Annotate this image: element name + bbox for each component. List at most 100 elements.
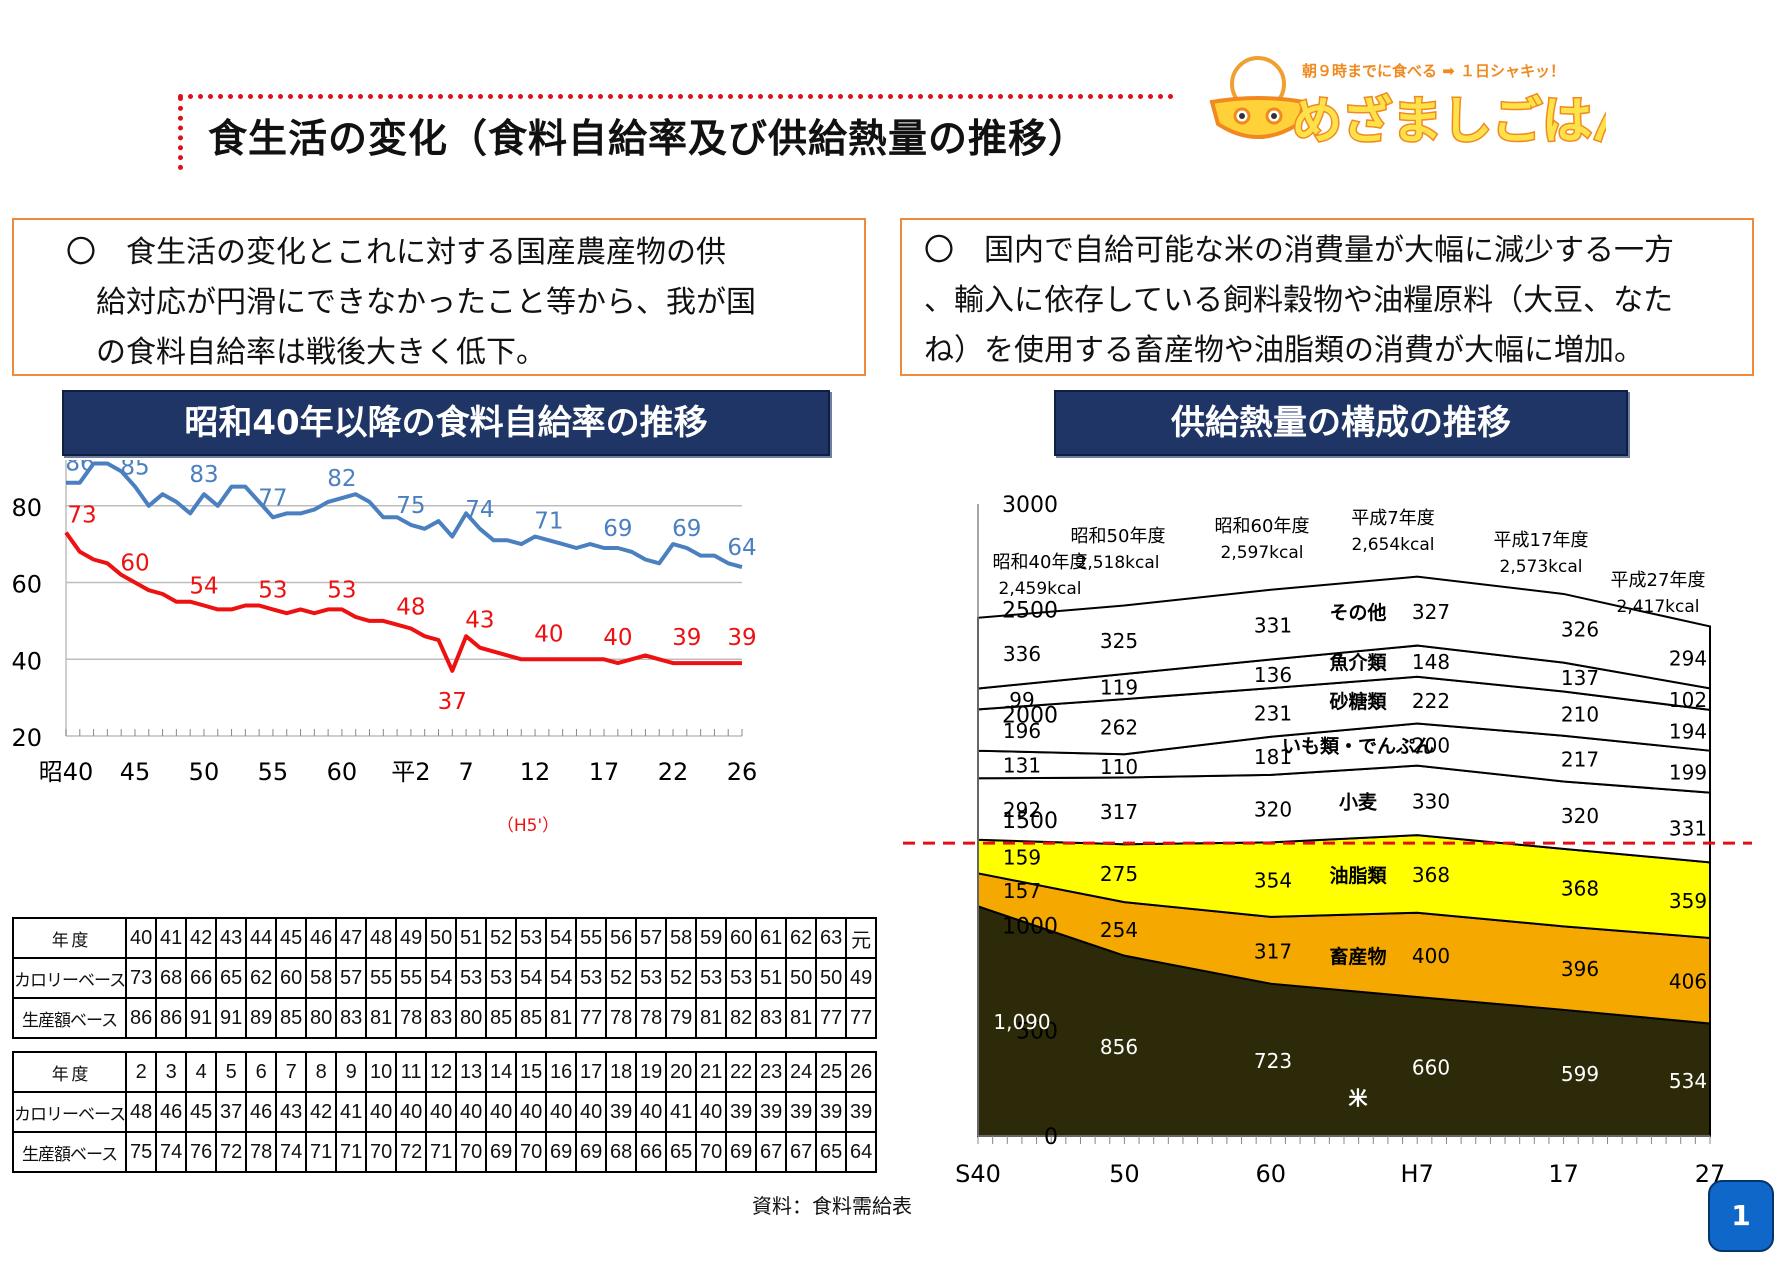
table-cell: 70 bbox=[695, 1131, 728, 1173]
area-value-label: 1,090 bbox=[993, 1010, 1050, 1034]
x-tick-label: 17 bbox=[1548, 1160, 1579, 1188]
table-cell: 53 bbox=[695, 957, 728, 999]
table-cell: 40 bbox=[635, 1091, 668, 1133]
area-value-label: 210 bbox=[1561, 703, 1599, 727]
production-data-label: 77 bbox=[258, 485, 287, 511]
table-cell: 53 bbox=[575, 957, 608, 999]
area-value-label: 262 bbox=[1100, 716, 1138, 740]
table-row: 生産額ベース 75 74 76 72 78 74 71 71 70 72 71 70 69 70 69 69 68… bbox=[11, 1131, 878, 1173]
area-value-label: 136 bbox=[1254, 663, 1292, 687]
title-dots-top bbox=[178, 94, 1174, 99]
table-row-header: 生産額ベース bbox=[11, 1131, 128, 1173]
production-data-label: 69 bbox=[672, 516, 701, 542]
calorie-based-line bbox=[64, 531, 742, 673]
area-value-label: 131 bbox=[1003, 753, 1041, 777]
table-cell: 37 bbox=[215, 1091, 248, 1133]
total-kcal-label: 2,459kcal bbox=[999, 579, 1082, 599]
table-cell: 54 bbox=[425, 957, 458, 999]
table-cell: 52 bbox=[485, 917, 518, 959]
x-tick-label: 50 bbox=[1109, 1160, 1140, 1188]
area-value-label: 275 bbox=[1100, 862, 1138, 886]
area-value-label: 660 bbox=[1412, 1055, 1450, 1079]
table-cell: 39 bbox=[725, 1091, 758, 1133]
table-cell: 23 bbox=[755, 1051, 788, 1093]
table-cell: 40 bbox=[125, 917, 158, 959]
table-cell: 52 bbox=[665, 957, 698, 999]
table-cell: 41 bbox=[155, 917, 188, 959]
table-cell: 67 bbox=[755, 1131, 788, 1173]
table-cell: 25 bbox=[815, 1051, 848, 1093]
table-cell: 72 bbox=[215, 1131, 248, 1173]
table-cell: 20 bbox=[665, 1051, 698, 1093]
x-tick-label: 26 bbox=[727, 758, 758, 786]
table-cell: 39 bbox=[605, 1091, 638, 1133]
calorie-data-label: 48 bbox=[396, 595, 425, 621]
total-kcal-label: 2,654kcal bbox=[1352, 535, 1435, 555]
table-cell: 68 bbox=[605, 1131, 638, 1173]
table-cell: 61 bbox=[755, 917, 788, 959]
table-cell: 66 bbox=[635, 1131, 668, 1173]
table-cell: 9 bbox=[335, 1051, 368, 1093]
table-cell: 40 bbox=[365, 1091, 398, 1133]
summary-right-text: 〇 国内で自給可能な米の消費量が大幅に減少する一方 、輸入に依存している飼料穀物… bbox=[924, 233, 1674, 368]
table-cell: 73 bbox=[125, 957, 158, 999]
x-tick-label: 12 bbox=[520, 758, 551, 786]
y-tick-label: 3000 bbox=[1002, 493, 1058, 518]
x-tick-label: 昭40 bbox=[39, 758, 94, 786]
area-value-label: 292 bbox=[1003, 798, 1041, 822]
table-cell: 49 bbox=[395, 917, 428, 959]
table-cell: 15 bbox=[515, 1051, 548, 1093]
area-value-label: 368 bbox=[1412, 863, 1450, 887]
table-cell: 70 bbox=[365, 1131, 398, 1173]
table-cell: 63 bbox=[815, 917, 848, 959]
table-cell: 42 bbox=[185, 917, 218, 959]
table-cell: 46 bbox=[245, 1091, 278, 1133]
logo: 朝９時までに食べる ➡ １日シャキッ！ めざましごはん bbox=[1209, 56, 1606, 152]
table-cell: 50 bbox=[785, 957, 818, 999]
table-cell: 74 bbox=[275, 1131, 308, 1173]
table-cell: 40 bbox=[575, 1091, 608, 1133]
table-cell: 81 bbox=[545, 997, 578, 1039]
table-cell: 14 bbox=[485, 1051, 518, 1093]
table-cell: 41 bbox=[665, 1091, 698, 1133]
area-value-label: 102 bbox=[1669, 688, 1707, 712]
calorie-chart-title: 供給熱量の構成の推移 bbox=[1054, 390, 1628, 456]
table-cell: 47 bbox=[335, 917, 368, 959]
y-tick-label: 2500 bbox=[1002, 598, 1058, 623]
table-cell: 39 bbox=[755, 1091, 788, 1133]
table-row-header: カロリーベース bbox=[11, 957, 128, 999]
page-title: 食生活の変化（食料自給率及び供給熱量の推移） bbox=[208, 117, 1089, 162]
table-cell: 26 bbox=[845, 1051, 878, 1093]
y-tick-label: 60 bbox=[11, 571, 42, 599]
x-tick-label: 60 bbox=[1256, 1160, 1287, 1188]
production-data-label: 86 bbox=[65, 460, 94, 477]
summary-box-left: 〇 食生活の変化とこれに対する国産農産物の供 給対応が円滑にできなかったこと等か… bbox=[12, 218, 866, 376]
table-cell: 69 bbox=[725, 1131, 758, 1173]
x-tick-label: 平2 bbox=[391, 758, 430, 786]
table-cell: 72 bbox=[395, 1131, 428, 1173]
table-cell: 43 bbox=[215, 917, 248, 959]
table-cell: 42 bbox=[305, 1091, 338, 1133]
production-data-label: 82 bbox=[327, 466, 356, 492]
table-row-header: カロリーベース bbox=[11, 1091, 128, 1133]
table-cell: 10 bbox=[365, 1051, 398, 1093]
calorie-data-label: 60 bbox=[120, 551, 149, 577]
table-cell: 21 bbox=[695, 1051, 728, 1093]
calorie-data-label: 39 bbox=[672, 625, 701, 651]
table-cell: 65 bbox=[215, 957, 248, 999]
table-cell: 83 bbox=[335, 997, 368, 1039]
x-tick-label: S40 bbox=[955, 1160, 1001, 1188]
table-cell: 83 bbox=[755, 997, 788, 1039]
area-value-label: 137 bbox=[1561, 666, 1599, 690]
table-cell: 52 bbox=[605, 957, 638, 999]
table-cell: 6 bbox=[245, 1051, 278, 1093]
calorie-data-label: 40 bbox=[534, 621, 563, 647]
table-cell: 86 bbox=[155, 997, 188, 1039]
total-era-label: 平成27年度 bbox=[1611, 570, 1706, 591]
table-cell: 43 bbox=[275, 1091, 308, 1133]
total-era-label: 平成17年度 bbox=[1494, 530, 1589, 551]
table-cell: 71 bbox=[305, 1131, 338, 1173]
table-row: カロリーベース 48 46 45 37 46 43 42 41 40 40 40 40 40 40 40 40 3… bbox=[11, 1091, 878, 1133]
table-cell: 54 bbox=[515, 957, 548, 999]
